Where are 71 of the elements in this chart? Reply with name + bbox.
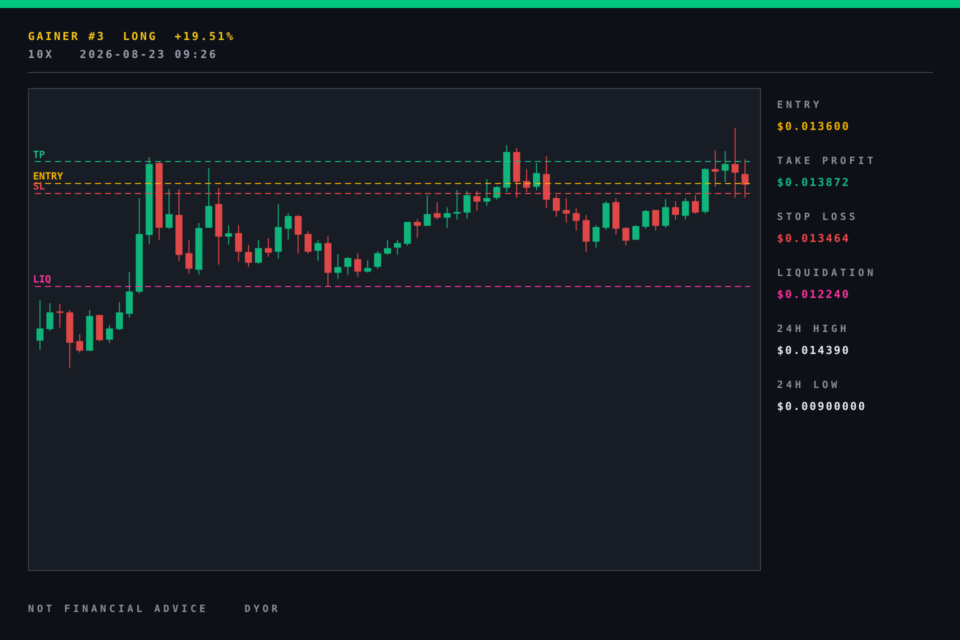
text: $0.013464 bbox=[777, 232, 852, 247]
candlestick bbox=[434, 202, 441, 220]
candlestick bbox=[463, 190, 470, 220]
candlestick bbox=[632, 224, 640, 240]
text: LIQUIDATION bbox=[777, 268, 878, 281]
candlestick bbox=[106, 324, 113, 344]
candlestick bbox=[473, 190, 480, 212]
candlestick bbox=[572, 208, 580, 232]
candlestick bbox=[384, 239, 392, 256]
candlestick bbox=[284, 212, 292, 240]
candlestick bbox=[334, 254, 342, 280]
candlestick bbox=[662, 198, 670, 228]
text: $0.013872 bbox=[777, 176, 852, 191]
ref-line-label: SL bbox=[33, 181, 46, 192]
candlestick bbox=[404, 222, 411, 246]
candlestick bbox=[374, 250, 382, 270]
candlestick bbox=[185, 239, 192, 274]
ref-line-label: LIQ bbox=[33, 274, 52, 286]
candlestick bbox=[294, 214, 302, 254]
candlestick bbox=[712, 150, 719, 188]
candlestick bbox=[314, 239, 322, 262]
ref-line-label: TP bbox=[33, 150, 46, 162]
candlestick bbox=[394, 239, 401, 256]
text: NOT FINANCIAL ADVICE DYOR bbox=[28, 604, 281, 615]
candlestick bbox=[552, 194, 560, 218]
candlestick bbox=[414, 218, 421, 238]
chart-subtitle: 10X 2026-08-23 09:26 bbox=[28, 48, 218, 61]
candlestick bbox=[424, 194, 431, 226]
candlestick bbox=[235, 224, 242, 262]
candlestick bbox=[254, 239, 262, 264]
candlestick bbox=[56, 303, 64, 328]
candlestick bbox=[692, 194, 699, 214]
candlestick bbox=[304, 230, 312, 254]
candlestick bbox=[205, 168, 212, 228]
candlestick bbox=[483, 178, 490, 206]
candlestick bbox=[722, 150, 729, 182]
text: TAKE PROFIT bbox=[777, 156, 878, 169]
candlestick bbox=[444, 206, 451, 228]
text: $0.00900000 bbox=[777, 400, 868, 415]
text: $0.013600 bbox=[777, 120, 852, 135]
candlestick bbox=[264, 238, 272, 258]
candlestick bbox=[532, 162, 540, 191]
text: STOP LOSS bbox=[777, 212, 860, 225]
candlestick bbox=[642, 210, 650, 230]
candlestick bbox=[592, 224, 600, 248]
candlestick bbox=[46, 302, 54, 332]
candlestick bbox=[166, 188, 173, 230]
candlestick bbox=[562, 198, 570, 224]
chart-title: GAINER #3 LONG +19.51% bbox=[28, 30, 235, 43]
candlestick bbox=[364, 260, 372, 274]
candlestick bbox=[36, 300, 44, 350]
text: $0.014390 bbox=[777, 344, 852, 359]
candlestick bbox=[652, 210, 660, 232]
candlestick bbox=[732, 128, 739, 198]
text: $0.012240 bbox=[777, 288, 852, 303]
candlestick bbox=[582, 214, 590, 252]
candlestick bbox=[493, 186, 500, 200]
candlestick bbox=[622, 226, 630, 246]
candlestick bbox=[682, 198, 689, 220]
candlestick bbox=[245, 244, 252, 268]
text: 24H LOW bbox=[777, 380, 842, 393]
candlestick bbox=[76, 334, 84, 354]
ref-line-label: ENTRY bbox=[33, 172, 64, 183]
candlestick bbox=[742, 158, 749, 198]
text: ENTRY bbox=[777, 100, 824, 113]
candlestick bbox=[672, 200, 680, 220]
candlestick bbox=[344, 256, 352, 276]
text: 24H HIGH bbox=[777, 324, 850, 337]
candlestick bbox=[354, 252, 362, 278]
candlestick bbox=[116, 302, 123, 331]
candlestick bbox=[126, 272, 133, 318]
